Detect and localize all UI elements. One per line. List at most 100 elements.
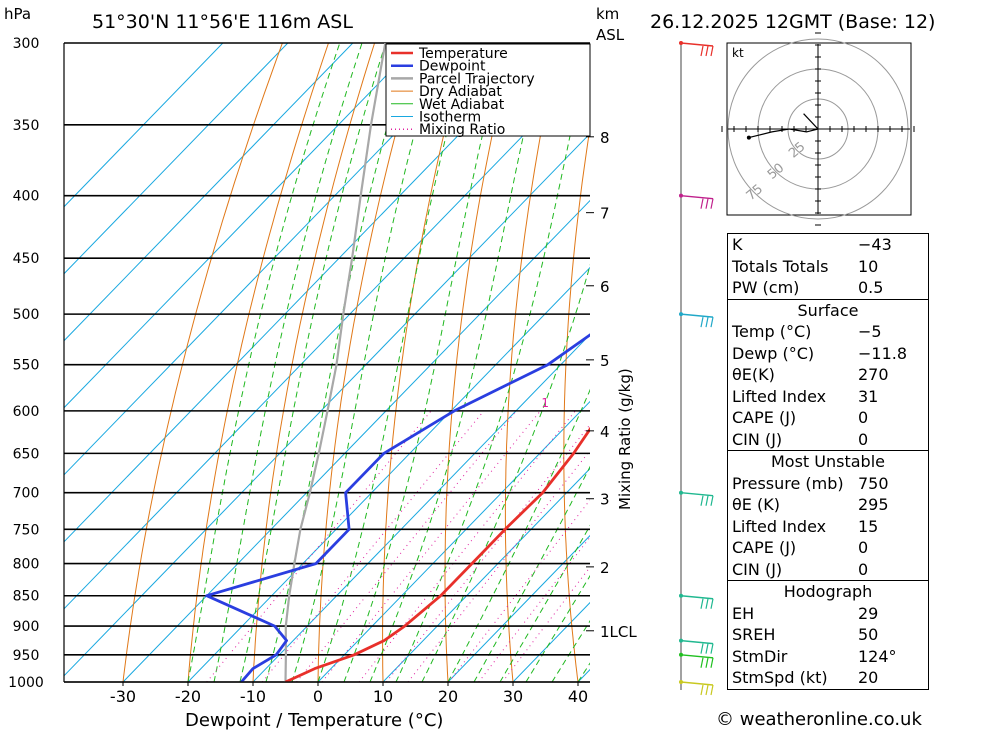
legend-label: Dry Adiabat [419,84,502,100]
temperature-tick-label: -30 [110,687,136,706]
wind-barb [679,680,714,696]
mixing-ratio-line [502,566,590,682]
isotherm-line [64,43,354,342]
index-value: 0.5 [858,278,884,297]
wind-barb [679,41,714,57]
index-label: EH [732,603,755,623]
axes: -30 -20 -10 0 10 20 30 40 8 7 6 5 4 3 2 1LCL [63,43,637,706]
km-tick-label: 1LCL [600,623,637,641]
wet-adiabat-line [239,43,387,682]
index-row: EH 29 [728,603,928,625]
index-row: StmSpd (kt) 20 [728,667,928,689]
pressure-tick-label: 1000 [8,675,44,691]
isotherm-line [252,333,590,682]
index-value: 29 [858,603,879,623]
index-row: Lifted Index 15 [728,516,928,538]
index-row: Pressure (mb) 750 [728,473,928,495]
temperature-tick-label: 20 [438,687,458,706]
index-row: CAPE (J) 0 [728,537,928,559]
mixing-ratio-line [296,410,517,682]
index-value: 15 [858,516,879,536]
wind-barb-column [679,41,714,696]
mixing-ratio-label: 1 [541,396,549,410]
wet-adiabat-line [343,43,505,682]
dry-adiabat-line [187,43,329,682]
temperature-tick-label: 10 [373,687,393,706]
index-row: SREH 50 [728,624,928,646]
index-row: Totals Totals 10 [728,256,928,278]
index-value: 270 [858,365,889,384]
index-label: Pressure (mb) [732,473,844,493]
asl-unit-label: ASL [596,26,625,44]
index-value: 295 [858,495,889,514]
dry-adiabat-line [927,43,1000,682]
index-value: 0 [858,429,869,449]
isotherm-line [64,65,590,610]
km-unit-label: km [596,5,619,23]
index-row: CIN (J) 0 [728,429,928,451]
pressure-tick-label: 400 [13,189,40,205]
surface-section-title: Surface [728,298,928,322]
wind-barb [679,312,714,328]
mixing-ratio-line [261,410,485,682]
legend-label: Dewpoint [419,59,486,75]
index-label: CAPE (J) [732,538,797,557]
temperature-tick-label: 40 [568,687,588,706]
km-tick-label: 3 [600,491,610,509]
pressure-tick-label: 550 [13,358,40,374]
index-value: 50 [858,625,879,644]
credit-footer: © weatheronline.co.uk [716,709,922,730]
index-row: θE(K) 270 [728,364,928,386]
index-row: Temp (°C) −5 [728,321,928,343]
index-label: CAPE (J) [732,408,797,427]
index-label: θE (K) [732,495,780,514]
index-label: Temp (°C) [732,322,812,341]
most-unstable-section-title: Most Unstable [728,450,928,473]
dry-adiabat-line [382,43,468,682]
dry-adiabat-line [973,43,1000,682]
wind-barb [679,593,714,609]
dry-adiabat-line [675,43,708,682]
parcel-trajectory-profile [284,43,387,682]
isotherm-line [64,43,549,543]
pressure-tick-label: 500 [13,307,40,323]
index-row: StmDir 124° [728,646,928,668]
mixing-ratio-line [321,410,541,682]
index-label: PW (cm) [732,278,800,297]
mixing-ratio-line [358,410,576,682]
index-value: 124° [858,646,897,666]
index-value: 0 [858,408,869,427]
dry-adiabat-line [620,43,651,682]
mixing-ratio-labels: 1 [541,396,549,410]
mixing-ratio-axis-title: Mixing Ratio (g/kg) [616,368,634,510]
datetime-title: 26.12.2025 12GMT (Base: 12) [650,11,935,33]
location-title: 51°30'N 11°56'E 116m ASL [92,11,353,33]
index-row: Lifted Index 31 [728,386,928,408]
pressure-tick-label: 950 [13,648,40,664]
pressure-tick-label: 750 [13,522,40,538]
index-row: K −43 [728,234,928,256]
hodograph-unit-label: kt [732,46,744,60]
index-row: CIN (J) 0 [728,559,928,581]
index-row: Dewp (°C) −11.8 [728,343,928,365]
legend-label: Parcel Trajectory [419,71,535,87]
index-value: 0 [858,559,869,579]
temperature-tick-label: -20 [175,687,201,706]
index-value: −5 [858,322,882,341]
pressure-tick-label: 450 [13,251,40,267]
index-label: Lifted Index [732,516,827,536]
isotherm-line [64,43,484,476]
wet-adiabat-line [369,43,545,682]
index-label: SREH [732,625,776,644]
wind-barb [679,490,714,506]
hodograph-trace [748,128,819,139]
pressure-tick-label: 900 [13,619,40,635]
sounding-indices-table: K −43 Totals Totals 10 PW (cm) 0.5 Surface Te… [727,233,929,690]
index-label: StmSpd (kt) [732,668,828,687]
isotherm-line [382,467,590,682]
profile-lines [205,43,590,682]
index-row: PW (cm) 0.5 [728,277,928,299]
wind-barb [679,652,714,668]
